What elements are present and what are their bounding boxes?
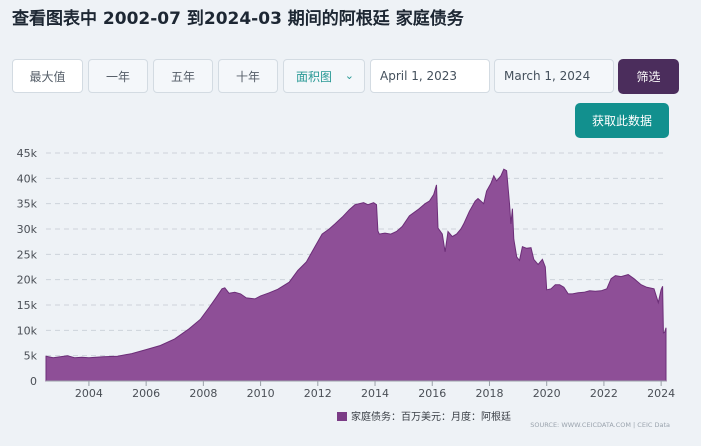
x-tick-label: 2018 [475,387,503,400]
y-tick-label: 10k [17,324,38,337]
filter-button[interactable]: 筛选 [618,59,679,94]
series-area-fill [45,168,667,382]
series-area [45,168,667,382]
five-year-button[interactable]: 五年 [153,59,213,93]
legend-swatch [337,412,347,421]
legend-label: 家庭债务：百万美元：月度：阿根廷 [351,410,511,423]
source-note: SOURCE: WWW.CEICDATA.COM | CEIC Data [530,421,670,429]
x-tick-label: 2022 [590,387,618,400]
x-tick-label: 2004 [75,387,103,400]
max-range-button[interactable]: 最大值 [12,59,83,93]
y-tick-label: 0 [30,375,37,388]
x-tick-label: 2020 [533,387,561,400]
y-tick-label: 15k [17,299,38,312]
chart-type-value: 面积图 [296,69,333,84]
x-tick-label: 2006 [132,387,160,400]
chevron-down-icon: ⌄ [344,69,354,82]
y-tick-label: 20k [17,274,38,287]
end-date-input[interactable]: March 1, 2024 [494,59,614,93]
ten-year-button[interactable]: 十年 [218,59,278,93]
page-title: 查看图表中 2002-07 到2024-03 期间的阿根廷 家庭债务 [12,9,464,29]
start-date-input[interactable]: April 1, 2023 [370,59,490,93]
x-tick-label: 2010 [247,387,275,400]
x-tick-label: 2014 [361,387,389,400]
x-tick-label: 2016 [418,387,446,400]
x-axis: 2004 2006 2008 2010 2012 2014 2016 2018 2020 2022… [46,380,675,400]
get-data-button[interactable]: 获取此数据 [575,103,669,138]
legend: 家庭债务：百万美元：月度：阿根廷 [337,410,511,423]
y-tick-label: 40k [17,172,38,185]
x-tick-label: 2012 [304,387,332,400]
chart-type-select[interactable]: 面积图 ⌄ [283,59,365,93]
y-tick-label: 45k [17,147,38,160]
y-axis: 0 5k 10k 15k 20k 25k 30k 35k 40k 45k [17,147,38,388]
y-tick-label: 25k [17,248,38,261]
y-tick-label: 30k [17,223,38,236]
x-tick-label: 2008 [189,387,217,400]
one-year-button[interactable]: 一年 [88,59,148,93]
y-tick-label: 35k [17,198,38,211]
x-tick-label: 2024 [647,387,675,400]
y-tick-label: 5k [24,350,38,363]
